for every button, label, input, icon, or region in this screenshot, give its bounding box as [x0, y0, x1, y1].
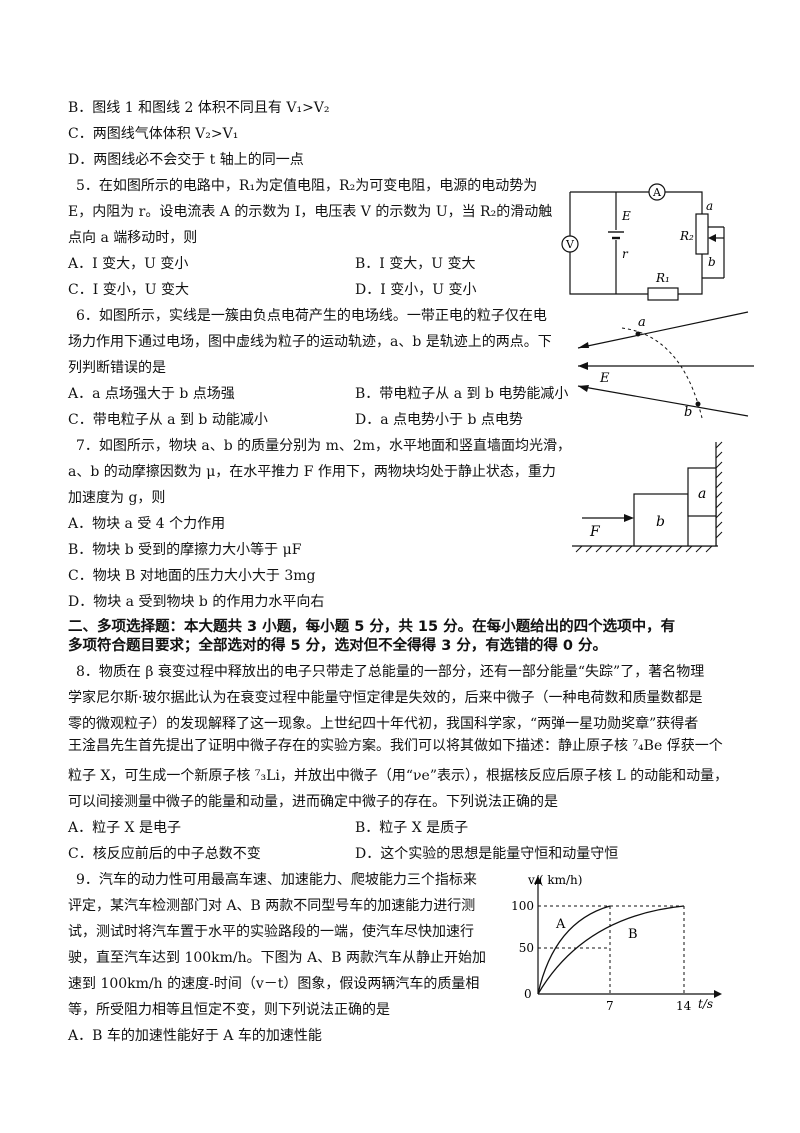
- q8-option-c: C．核反应前后的中子总数不变: [68, 846, 261, 862]
- terminal-b-label: b: [708, 255, 716, 269]
- q7-stem-3: 加速度为 g，则: [68, 490, 166, 506]
- point-b-label: b: [684, 405, 692, 420]
- q5-option-c: C．I 变小，U 变大: [68, 282, 189, 298]
- section-2-heading-2: 多项符合题目要求；全部选对的得 5 分，选对但不全得得 3 分，有选错的得 0 …: [68, 638, 608, 654]
- q9-option-a: A．B 车的加速性能好于 A 车的加速性能: [68, 1028, 322, 1044]
- ammeter-icon: [648, 183, 666, 201]
- q8-option-b: B．粒子 X 是质子: [355, 820, 469, 836]
- terminal-a-label: a: [706, 199, 713, 213]
- field-e-label: E: [599, 371, 610, 386]
- q8-stem-6: 可以间接测量中微子的能量和动量，进而确定中微子的存在。下列说法正确的是: [68, 794, 558, 810]
- tick-14: 14: [676, 999, 692, 1013]
- q9-stem-2: 评定，某汽车检测部门对 A、B 两款不同型号车的加速能力进行测: [68, 898, 476, 914]
- field-lines-diagram: a b E: [577, 311, 754, 420]
- tick-100: 100: [511, 899, 534, 913]
- q4-option-d: D．两图线必不会交于 t 轴上的同一点: [68, 152, 304, 168]
- blocks-diagram: b a F: [572, 441, 723, 553]
- q7-stem-2: a、b 的动摩擦因数为 μ，在水平推力 F 作用下，两物块均处于静止状态，重力: [68, 464, 556, 480]
- q6-stem-3: 列判断错误的是: [68, 360, 166, 376]
- tick-50: 50: [519, 941, 534, 955]
- q6-option-c: C．带电粒子从 a 到 b 动能减小: [68, 412, 268, 428]
- q8-stem-4: 王淦昌先生首先提出了证明中微子存在的实验方案。我们可以将其做如下描述：静止原子核…: [68, 738, 723, 754]
- curve-b: [537, 905, 685, 995]
- q7-option-a: A．物块 a 受 4 个力作用: [68, 516, 226, 532]
- ammeter-label: A: [652, 186, 662, 199]
- v-axis-label: v/( km/h): [527, 873, 582, 887]
- vt-graph: v/( km/h) t/s 100 50 0 7 14 A B: [511, 873, 722, 1013]
- tick-7: 7: [606, 999, 614, 1013]
- internal-resistance-label: r: [622, 247, 629, 261]
- q8-option-a: A．粒子 X 是电子: [68, 820, 181, 836]
- q8-stem-5: 粒子 X，可生成一个新原子核 ⁷₃Li，并放出中微子（用“νe”表示），根据核反…: [68, 768, 729, 784]
- q7-option-c: C．物块 B 对地面的压力大小大于 3mg: [68, 568, 316, 584]
- q5-option-a: A．I 变大，U 变小: [68, 256, 189, 272]
- point-b-dot: [695, 401, 701, 407]
- voltmeter-icon: [561, 235, 579, 253]
- curve-a-label: A: [555, 917, 566, 932]
- r1-resistor: [647, 287, 679, 301]
- curve-a: [537, 905, 611, 995]
- circuit-diagram: A V E r a R₂ b R₁: [561, 183, 725, 301]
- q7-option-b: B．物块 b 受到的摩擦力大小等于 μF: [68, 542, 302, 558]
- t-axis-label: t/s: [698, 997, 713, 1011]
- tick-origin: 0: [524, 987, 532, 1001]
- q9-stem-1: 9．汽车的动力性可用最高车速、加速能力、爬坡能力三个指标来: [76, 872, 477, 888]
- q6-option-b: B．带电粒子从 a 到 b 电势能减小: [355, 386, 569, 402]
- q8-stem-2: 学家尼尔斯·玻尔据此认为在衰变过程中能量守恒定律是失效的，后来中微子（一种电荷数…: [68, 690, 703, 706]
- r2-resistor: [695, 213, 709, 255]
- point-a-dot: [635, 331, 641, 337]
- q9-stem-6: 等，所受阻力相等且恒定不变，则下列说法正确的是: [68, 1002, 390, 1018]
- q6-option-d: D．a 点电势小于 b 点电势: [355, 412, 523, 428]
- q6-stem-2: 场力作用下通过电场，图中虚线为粒子的运动轨迹，a、b 是轨迹上的两点。下: [68, 334, 552, 350]
- q6-stem-1: 6．如图所示，实线是一簇由负点电荷产生的电场线。一带正电的粒子仅在电: [76, 308, 547, 324]
- trajectory-path: [621, 327, 703, 419]
- q9-stem-3: 试，测试时将汽车置于水平的实验路段的一端，使汽车尽快加速行: [68, 924, 474, 940]
- slider-arrow: [708, 234, 716, 242]
- r1-label: R₁: [655, 271, 670, 285]
- q8-stem-3: 零的微观粒子）的发现解释了这一现象。上世纪四十年代初，我国科学家，“两弹一星功勋…: [68, 716, 699, 732]
- q4-option-b: B．图线 1 和图线 2 体积不同且有 V₁>V₂: [68, 100, 330, 116]
- q5-option-b: B．I 变大，U 变大: [355, 256, 476, 272]
- q8-option-d: D．这个实验的思想是能量守恒和动量守恒: [355, 846, 619, 862]
- curve-b-label: B: [628, 927, 638, 942]
- q5-stem-2: E，内阻为 r。设电流表 A 的示数为 I，电压表 V 的示数为 U，当 R₂的…: [68, 204, 553, 220]
- q8-stem-1: 8．物质在 β 衰变过程中释放出的电子只带走了总能量的一部分，还有一部分能量“失…: [76, 664, 705, 680]
- q9-stem-4: 驶，直至汽车达到 100km/h。下图为 A、B 两款汽车从静止开始加: [68, 950, 486, 966]
- q5-stem-3: 点向 a 端移动时，则: [68, 230, 198, 246]
- q5-option-d: D．I 变小，U 变小: [355, 282, 477, 298]
- q7-stem-1: 7．如图所示，物块 a、b 的质量分别为 m、2m，水平地面和竖直墙面均光滑，: [76, 438, 572, 454]
- force-arrowhead: [624, 514, 634, 522]
- point-a-label: a: [638, 315, 646, 330]
- section-2-heading-1: 二、多项选择题：本大题共 3 小题，每小题 5 分，共 15 分。在每小题给出的…: [68, 619, 676, 635]
- force-f-label: F: [589, 524, 601, 540]
- q9-stem-5: 速到 100km/h 的速度-时间（v－t）图象，假设两辆汽车的质量相: [68, 976, 480, 992]
- q5-stem-1: 5．在如图所示的电路中，R₁为定值电阻，R₂为可变电阻，电源的电动势为: [76, 178, 538, 194]
- r2-label: R₂: [679, 229, 694, 243]
- block-b-label: b: [656, 514, 665, 530]
- block-a: [687, 467, 717, 517]
- q6-option-a: A．a 点场强大于 b 点场强: [68, 386, 235, 402]
- q7-option-d: D．物块 a 受到物块 b 的作用力水平向右: [68, 594, 325, 610]
- block-a-label: a: [698, 486, 706, 502]
- voltmeter-label: V: [565, 238, 575, 251]
- q4-option-c: C．两图线气体体积 V₂>V₁: [68, 126, 239, 142]
- emf-label: E: [621, 209, 631, 223]
